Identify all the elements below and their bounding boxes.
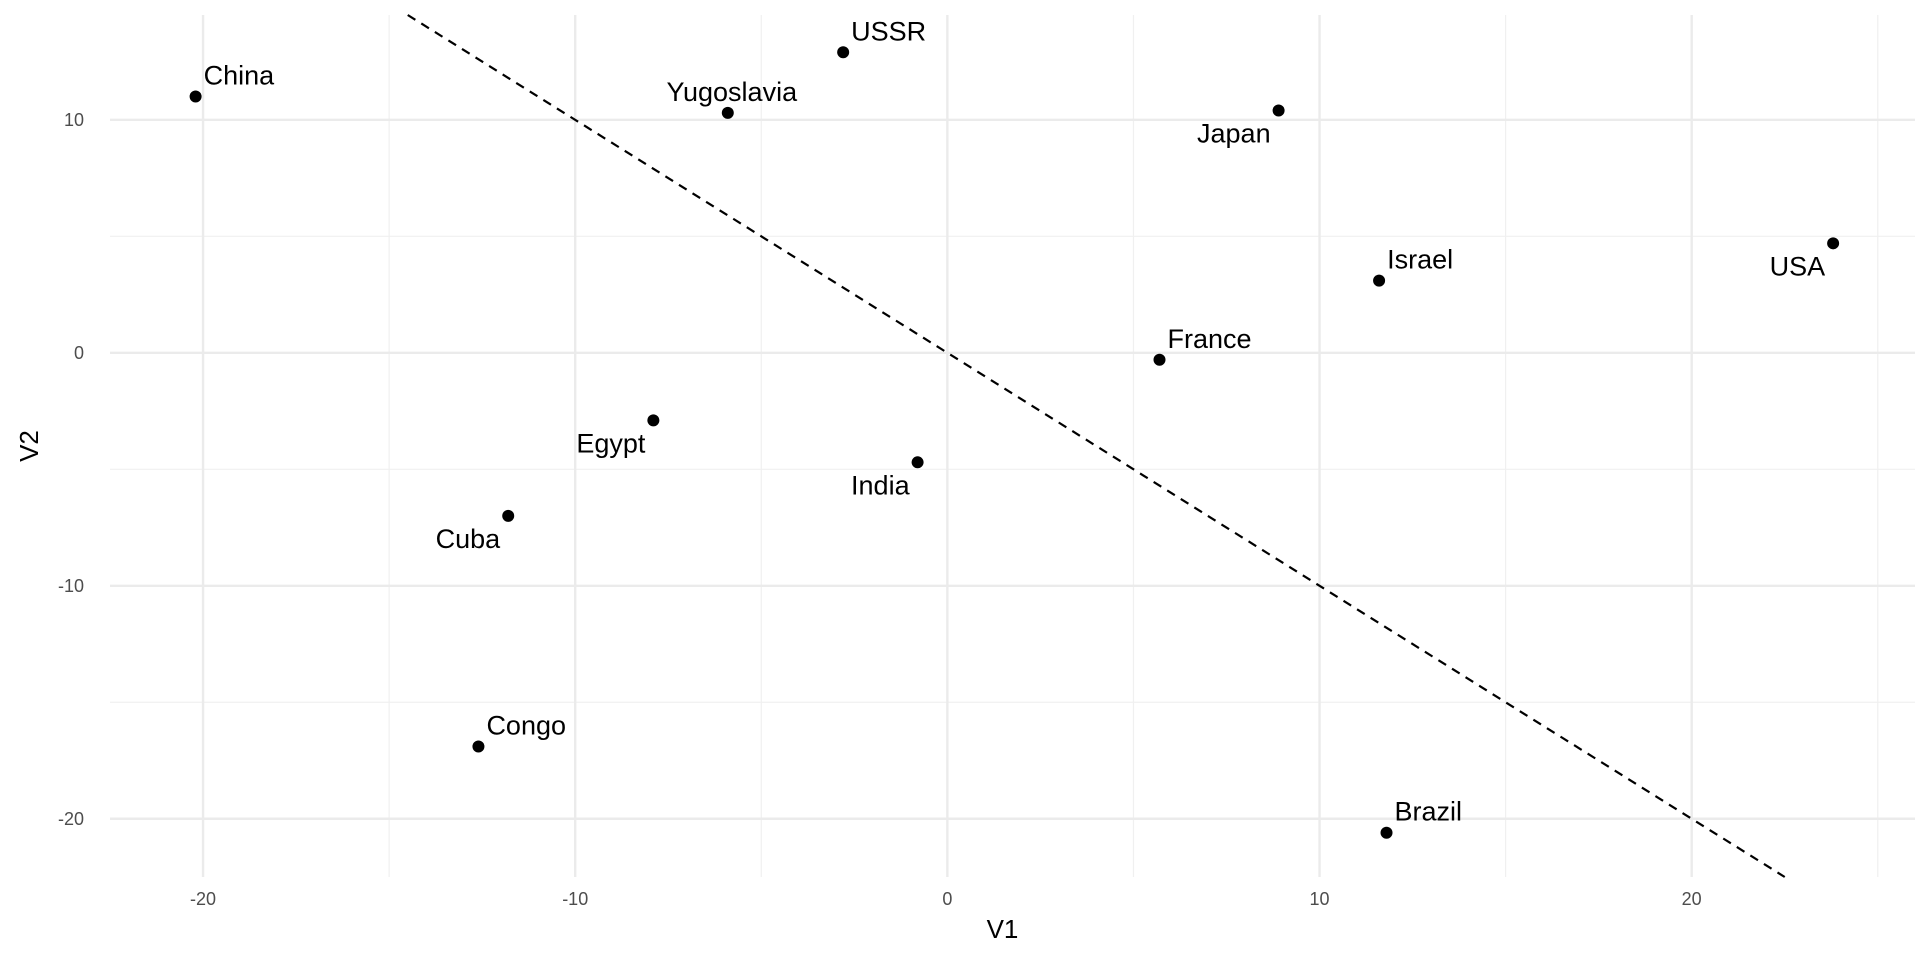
point-label: France (1168, 324, 1252, 354)
point-label: India (851, 470, 911, 500)
y-axis-title: V2 (14, 430, 44, 462)
point-label: Brazil (1395, 797, 1463, 827)
point-label: China (204, 61, 276, 91)
point-label: Egypt (576, 428, 646, 458)
x-axis-tick-labels: -20 -10 0 10 20 (190, 889, 1702, 909)
data-point (1373, 274, 1386, 287)
y-tick-label: 0 (74, 343, 84, 363)
y-tick-label: -10 (58, 576, 84, 596)
data-point (721, 106, 734, 119)
x-tick-label: 10 (1310, 889, 1330, 909)
point-label: USSR (851, 16, 926, 46)
data-point (911, 456, 924, 469)
data-point (502, 509, 515, 522)
x-tick-label: -10 (562, 889, 588, 909)
minor-gridlines (110, 15, 1915, 877)
point-label: Israel (1387, 245, 1453, 275)
data-point (647, 414, 660, 427)
y-tick-label: 10 (64, 110, 84, 130)
data-point (837, 46, 850, 59)
point-label: Congo (486, 711, 566, 741)
point-label: USA (1770, 251, 1826, 281)
data-point (472, 740, 485, 753)
x-tick-label: -20 (190, 889, 216, 909)
major-gridlines (110, 15, 1915, 877)
data-point (1827, 237, 1840, 250)
x-axis-title: V1 (987, 914, 1019, 944)
data-point (189, 90, 202, 103)
point-labels-layer: China USSR Yugoslavia Japan Israel USA France E… (204, 16, 1826, 826)
data-point (1272, 104, 1285, 117)
points-layer (189, 46, 1840, 839)
y-axis-tick-labels: -20 -10 0 10 (58, 110, 84, 829)
data-point (1153, 353, 1166, 366)
x-tick-label: 0 (942, 889, 952, 909)
point-label: Japan (1197, 119, 1271, 149)
point-label: Cuba (436, 524, 502, 554)
data-point (1380, 826, 1393, 839)
y-tick-label: -20 (58, 809, 84, 829)
x-tick-label: 20 (1682, 889, 1702, 909)
point-label: Yugoslavia (666, 77, 798, 107)
